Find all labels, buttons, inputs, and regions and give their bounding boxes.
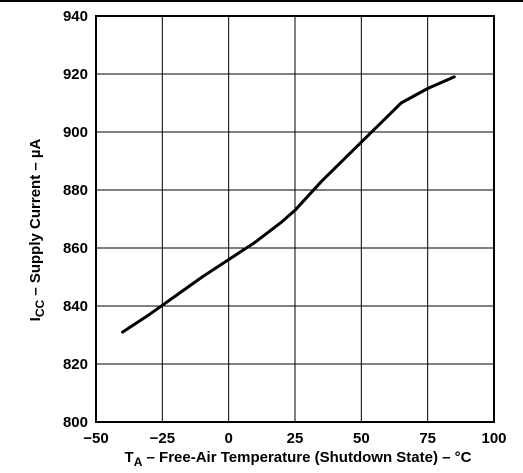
series-layer (121, 75, 456, 334)
series-line (121, 75, 456, 334)
x-tick-label: −25 (150, 430, 175, 447)
y-tick-label: 880 (63, 182, 88, 199)
x-tick-label: 25 (287, 430, 304, 447)
y-axis-subscript: CC (33, 300, 47, 318)
x-tick-label: −50 (83, 430, 108, 447)
y-tick-label: 900 (63, 124, 88, 141)
x-axis-label-text: – Free-Air Temperature (Shutdown State) … (142, 449, 471, 466)
grid-lines (96, 16, 494, 422)
x-axis-symbol: T (125, 449, 134, 466)
x-axis-subscript: A (134, 455, 143, 469)
y-axis-symbol: I (27, 317, 44, 321)
y-tick-label: 940 (63, 8, 88, 25)
y-tick-label: 800 (63, 414, 88, 431)
y-tick-label: 840 (63, 298, 88, 315)
y-tick-label: 820 (63, 356, 88, 373)
x-tick-labels: −50 −25 0 25 50 75 100 (83, 430, 506, 447)
plot-frame (95, 15, 495, 423)
y-tick-labels: 800 820 840 860 880 900 920 940 (63, 8, 88, 431)
y-tick-label: 860 (63, 240, 88, 257)
top-rule (0, 0, 523, 2)
y-axis-label-text: – Supply Current – µA (27, 138, 44, 299)
x-tick-label: 50 (353, 430, 370, 447)
y-tick-label: 920 (63, 66, 88, 83)
x-tick-label: 0 (224, 430, 232, 447)
x-axis-title: TA – Free-Air Temperature (Shutdown Stat… (125, 449, 472, 469)
x-tick-label: 100 (481, 430, 506, 447)
y-axis-title: ICC – Supply Current – µA (27, 138, 47, 321)
x-tick-label: 75 (419, 430, 436, 447)
